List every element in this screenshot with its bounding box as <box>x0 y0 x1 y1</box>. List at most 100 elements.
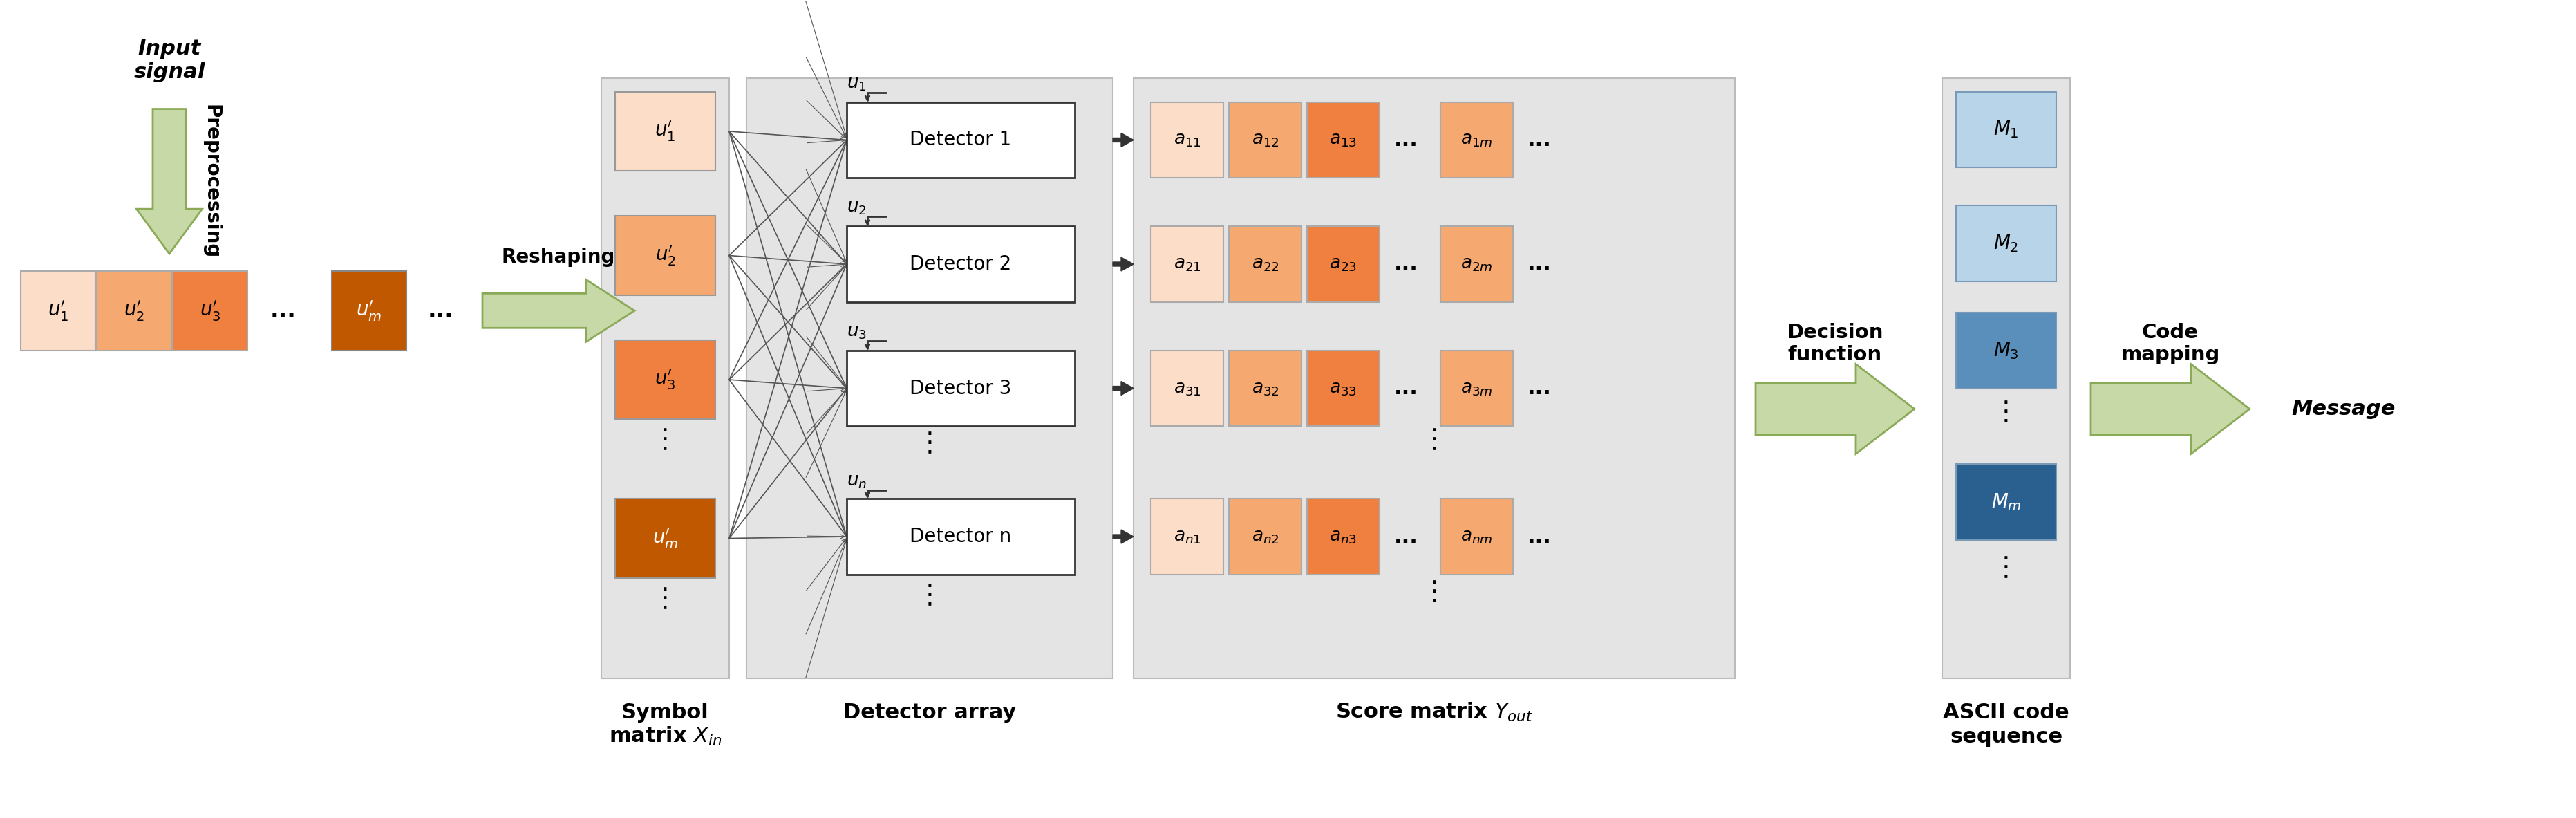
FancyBboxPatch shape <box>173 271 247 350</box>
FancyBboxPatch shape <box>1151 499 1224 574</box>
Text: $a_{33}$: $a_{33}$ <box>1329 380 1358 398</box>
FancyBboxPatch shape <box>1229 350 1301 426</box>
FancyBboxPatch shape <box>616 92 716 171</box>
FancyBboxPatch shape <box>1306 102 1381 178</box>
Text: $u_m'$: $u_m'$ <box>355 299 381 322</box>
FancyArrow shape <box>1757 364 1914 454</box>
Text: $a_{11}$: $a_{11}$ <box>1172 131 1200 149</box>
Text: $u_m'$: $u_m'$ <box>652 526 677 551</box>
Text: $a_{n3}$: $a_{n3}$ <box>1329 528 1358 546</box>
FancyBboxPatch shape <box>1440 227 1512 302</box>
Text: ⋮: ⋮ <box>1994 555 2020 581</box>
Text: $a_{3m}$: $a_{3m}$ <box>1461 380 1492 398</box>
Text: $u_2$: $u_2$ <box>848 199 866 217</box>
FancyBboxPatch shape <box>848 499 1074 574</box>
Text: $u_2'$: $u_2'$ <box>654 244 675 267</box>
Text: matrix $X_{in}$: matrix $X_{in}$ <box>608 726 721 748</box>
Text: ...: ... <box>1394 527 1417 546</box>
FancyBboxPatch shape <box>848 350 1074 426</box>
FancyBboxPatch shape <box>616 499 716 578</box>
Text: Detector 1: Detector 1 <box>909 130 1012 150</box>
FancyBboxPatch shape <box>1955 464 2056 540</box>
Text: ⋮: ⋮ <box>917 582 943 609</box>
FancyBboxPatch shape <box>1229 227 1301 302</box>
Text: ...: ... <box>1528 254 1551 274</box>
Text: $a_{nm}$: $a_{nm}$ <box>1461 528 1494 546</box>
Text: $a_{32}$: $a_{32}$ <box>1252 380 1278 398</box>
Text: $a_{31}$: $a_{31}$ <box>1172 380 1200 398</box>
FancyBboxPatch shape <box>848 227 1074 302</box>
Text: $a_{21}$: $a_{21}$ <box>1172 255 1200 273</box>
Text: $a_{13}$: $a_{13}$ <box>1329 131 1358 149</box>
FancyBboxPatch shape <box>1440 350 1512 426</box>
Text: $u_3$: $u_3$ <box>848 323 866 341</box>
Text: Code
mapping: Code mapping <box>2120 322 2221 364</box>
Text: $u_3'$: $u_3'$ <box>654 367 675 392</box>
Text: Decision
function: Decision function <box>1788 322 1883 364</box>
FancyArrow shape <box>1113 257 1133 271</box>
Text: $M_1$: $M_1$ <box>1994 119 2020 140</box>
Text: ⋮: ⋮ <box>1422 578 1448 605</box>
Text: Score matrix $Y_{out}$: Score matrix $Y_{out}$ <box>1334 701 1533 724</box>
FancyBboxPatch shape <box>1955 92 2056 168</box>
Text: ...: ... <box>1528 130 1551 150</box>
Text: $a_{n1}$: $a_{n1}$ <box>1172 528 1200 546</box>
FancyBboxPatch shape <box>1440 102 1512 178</box>
Text: Detector 2: Detector 2 <box>909 254 1012 274</box>
Text: $u_3'$: $u_3'$ <box>198 299 222 322</box>
Text: Reshaping: Reshaping <box>502 247 616 267</box>
Text: ...: ... <box>1394 378 1417 398</box>
Text: $a_{22}$: $a_{22}$ <box>1252 255 1278 273</box>
Text: ⋮: ⋮ <box>652 427 677 453</box>
Text: $M_2$: $M_2$ <box>1994 233 2020 254</box>
Text: ⋮: ⋮ <box>1422 427 1448 453</box>
Text: Symbol: Symbol <box>621 703 708 722</box>
Text: ...: ... <box>1528 527 1551 546</box>
Text: $a_{12}$: $a_{12}$ <box>1252 131 1278 149</box>
Text: ASCII code: ASCII code <box>1942 703 2069 722</box>
FancyBboxPatch shape <box>1229 499 1301 574</box>
Text: Message: Message <box>2290 399 2396 419</box>
Text: $u_1$: $u_1$ <box>848 74 866 92</box>
FancyBboxPatch shape <box>1955 312 2056 389</box>
FancyBboxPatch shape <box>1151 350 1224 426</box>
Text: Detector 3: Detector 3 <box>909 379 1012 398</box>
Text: $a_{23}$: $a_{23}$ <box>1329 255 1358 273</box>
FancyArrow shape <box>1113 530 1133 543</box>
FancyBboxPatch shape <box>1942 78 2071 678</box>
Text: ⋮: ⋮ <box>652 586 677 612</box>
FancyBboxPatch shape <box>1133 78 1734 678</box>
Text: Detector n: Detector n <box>909 527 1012 546</box>
Text: $M_3$: $M_3$ <box>1994 340 2020 361</box>
Text: sequence: sequence <box>1950 726 2063 747</box>
Text: $a_{2m}$: $a_{2m}$ <box>1461 255 1492 273</box>
Text: ⋮: ⋮ <box>1994 399 2020 425</box>
FancyArrow shape <box>137 109 201 254</box>
FancyArrow shape <box>1113 381 1133 395</box>
FancyBboxPatch shape <box>1229 102 1301 178</box>
FancyBboxPatch shape <box>848 102 1074 178</box>
FancyBboxPatch shape <box>332 271 407 350</box>
Text: ...: ... <box>270 299 296 322</box>
FancyBboxPatch shape <box>98 271 173 350</box>
FancyBboxPatch shape <box>1151 102 1224 178</box>
Text: ...: ... <box>428 299 453 322</box>
FancyArrow shape <box>2092 364 2249 454</box>
FancyBboxPatch shape <box>1306 499 1381 574</box>
FancyBboxPatch shape <box>1306 227 1381 302</box>
Text: ...: ... <box>1394 130 1417 150</box>
Text: $u_n$: $u_n$ <box>848 473 868 491</box>
FancyBboxPatch shape <box>1955 205 2056 281</box>
FancyBboxPatch shape <box>747 78 1113 678</box>
FancyBboxPatch shape <box>1151 227 1224 302</box>
Text: $a_{n2}$: $a_{n2}$ <box>1252 528 1278 546</box>
Text: Preprocessing: Preprocessing <box>201 104 222 258</box>
FancyBboxPatch shape <box>616 216 716 295</box>
Text: $u_1'$: $u_1'$ <box>654 119 675 143</box>
Text: $a_{1m}$: $a_{1m}$ <box>1461 131 1494 149</box>
Text: ...: ... <box>1394 254 1417 274</box>
Text: Input
signal: Input signal <box>134 39 206 83</box>
Text: $u_1'$: $u_1'$ <box>46 299 70 322</box>
FancyBboxPatch shape <box>1306 350 1381 426</box>
Text: $u_2'$: $u_2'$ <box>124 299 144 322</box>
